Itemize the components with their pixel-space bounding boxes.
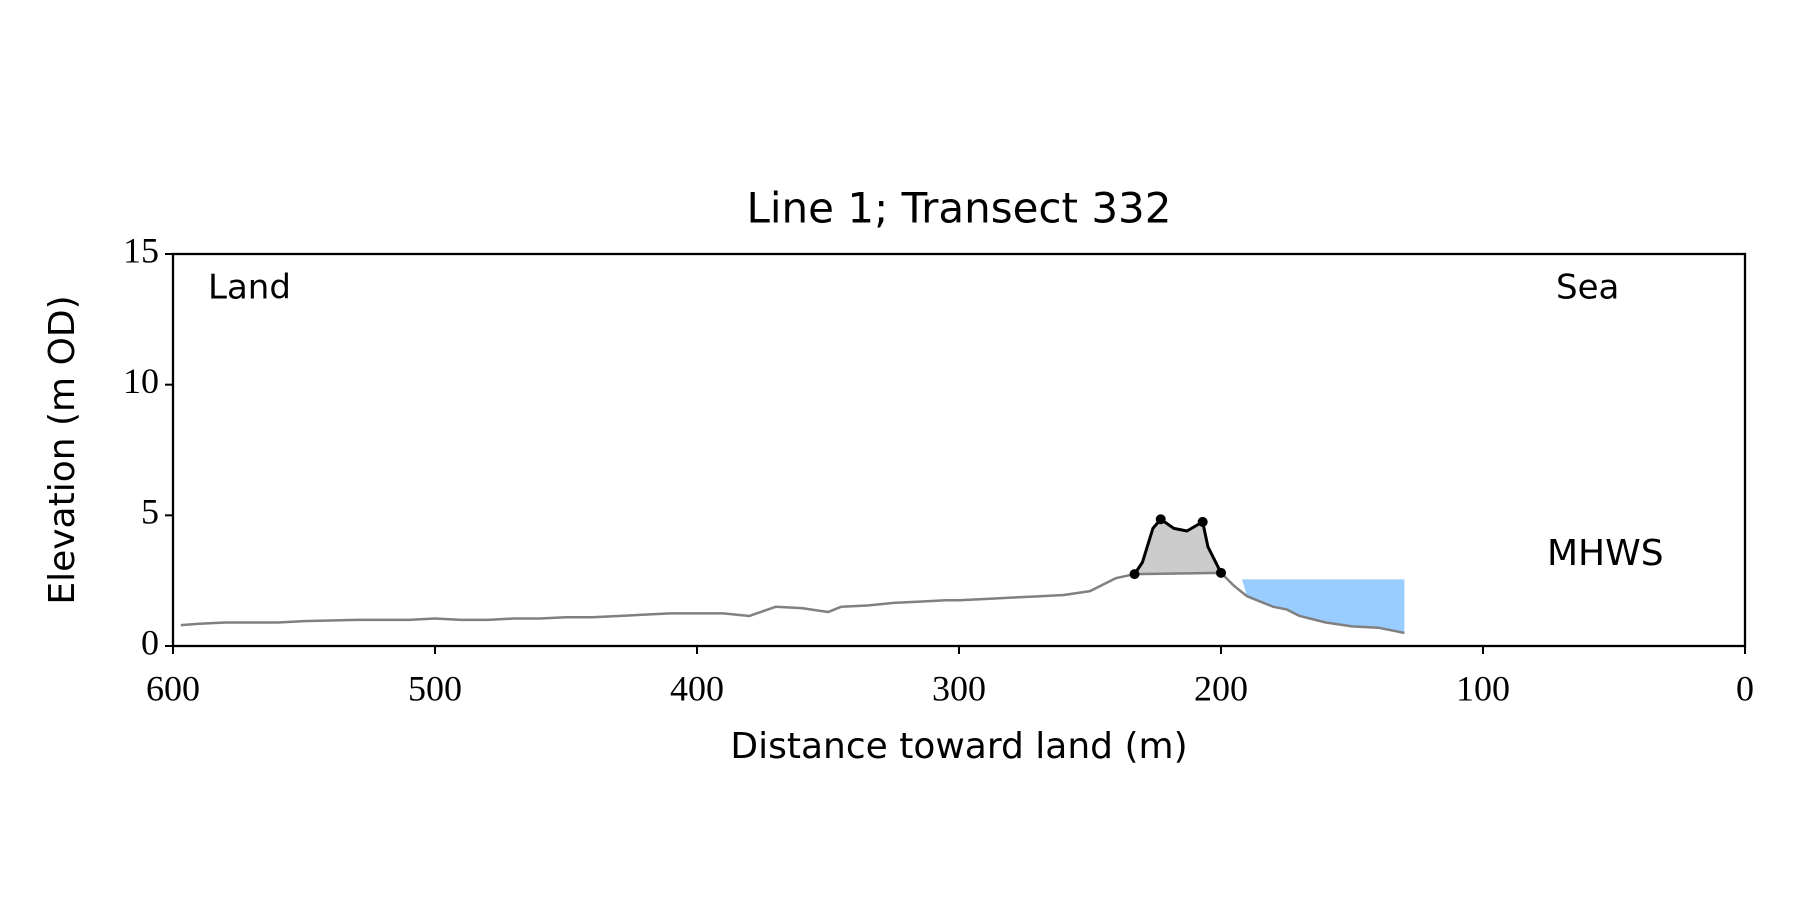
y-tick-label: 0 <box>141 622 159 662</box>
x-axis-label: Distance toward land (m) <box>730 726 1187 767</box>
x-tick-label: 200 <box>1194 668 1248 708</box>
plot-frame <box>171 252 1747 648</box>
marker <box>1216 567 1226 578</box>
marker <box>1129 569 1140 580</box>
x-tick-label: 400 <box>670 668 724 708</box>
y-axis-label: Elevation (m OD) <box>42 295 83 604</box>
x-tick-label: 0 <box>1736 668 1754 708</box>
mhws-fill <box>1241 579 1405 633</box>
x-tick-label: 100 <box>1456 668 1510 708</box>
x-tick-label: 300 <box>932 668 986 708</box>
x-tick-label: 500 <box>408 668 462 708</box>
y-tick-label: 15 <box>123 230 159 270</box>
line-series <box>1133 517 1223 575</box>
line-series <box>180 571 1405 635</box>
marker <box>1197 516 1208 527</box>
mhws-label: MHWS <box>1547 533 1664 574</box>
x-tick-label: 600 <box>146 668 200 708</box>
annotation-sea: Sea <box>1556 268 1619 308</box>
chart-title: Line 1; Transect 332 <box>746 184 1171 233</box>
y-tick-label: 10 <box>123 361 159 401</box>
marker <box>1155 514 1166 525</box>
y-tick-label: 5 <box>141 492 159 532</box>
dune-fill <box>1134 519 1221 575</box>
annotation-land: Land <box>208 268 291 308</box>
